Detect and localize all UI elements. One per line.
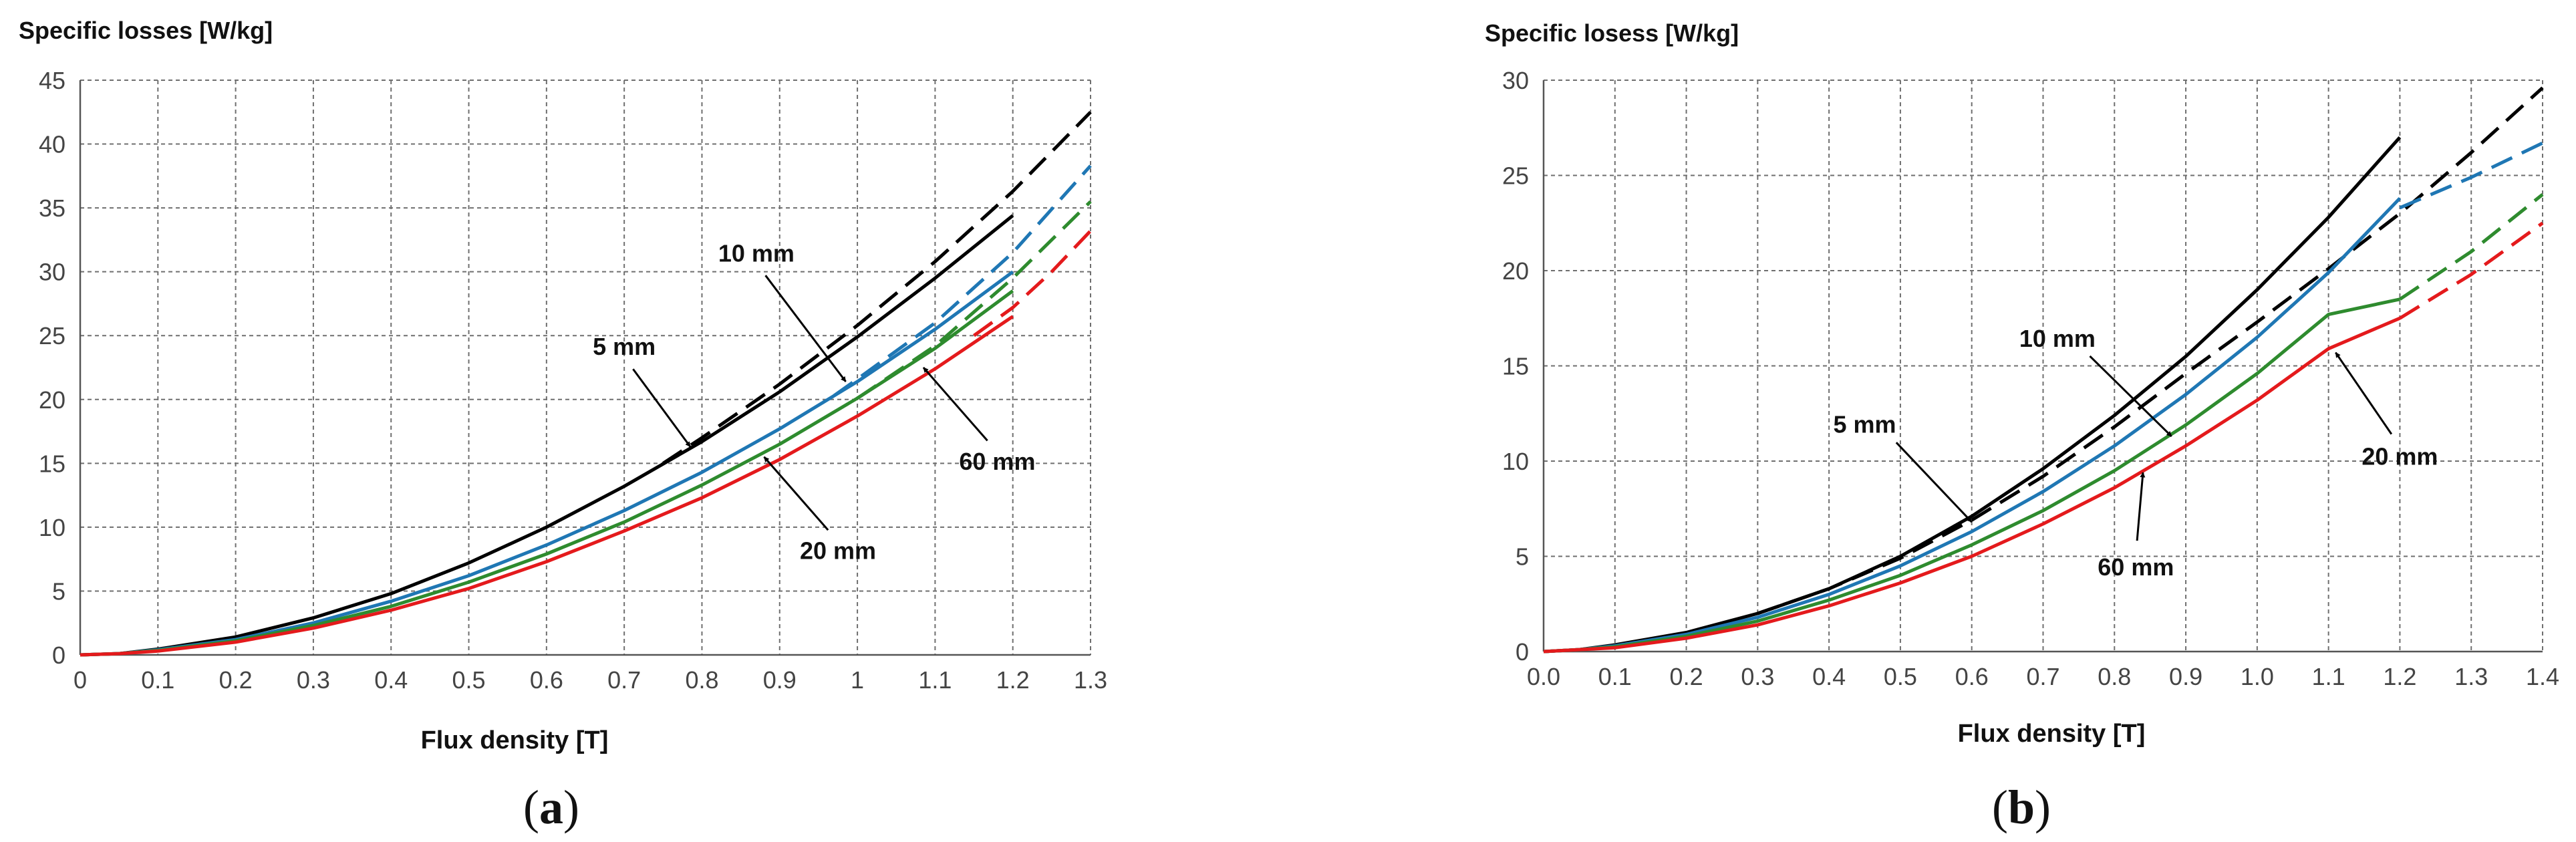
y-tick-label-a: 35 (39, 194, 65, 222)
y-tick-label-b: 25 (1502, 162, 1529, 190)
annotation-label-b: 20 mm (2362, 443, 2438, 470)
x-tick-label-a: 0.5 (452, 666, 486, 694)
series-line-b-6 (1543, 316, 2401, 654)
x-tick-label-b: 0.7 (2026, 663, 2059, 690)
series-line-b-5 (2399, 193, 2544, 301)
annotation-label-a: 5 mm (593, 333, 656, 360)
x-tick-label-b: 0.3 (1741, 663, 1774, 690)
annotation-arrow-b (2089, 355, 2172, 438)
x-tick-label-a: 0.3 (297, 666, 330, 694)
x-tick-label-b: 1.2 (2383, 663, 2416, 690)
series-line-a-5 (856, 200, 1092, 400)
x-tick-label-b: 1.4 (2526, 663, 2559, 690)
series-line-a-3 (833, 164, 1092, 398)
x-axis-label-a: Flux density [T] (421, 726, 609, 754)
x-tick-label-b: 1.1 (2312, 663, 2345, 690)
x-tick-label-a: 1.1 (918, 666, 952, 694)
y-tick-label-a: 20 (39, 386, 65, 414)
x-tick-label-a: 0.4 (374, 666, 408, 694)
x-tick-label-a: 1.3 (1074, 666, 1107, 694)
x-tick-label-a: 0.2 (219, 666, 253, 694)
y-tick-label-a: 15 (39, 450, 65, 477)
tick-labels-b: 0.0 0.1 0.2 0.3 0.4 0.5 0.6 0.7 0.8 0.9 1.0 1.1 1.2 1… (1502, 67, 2559, 690)
series-line-b-7 (2399, 221, 2544, 320)
annotation-arrow-a (922, 367, 988, 442)
annotations-a: 5 mm 10 mm 60 mm 20 mm (593, 239, 1035, 564)
x-axis-label-b: Flux density [T] (1958, 720, 2146, 748)
grid-a (79, 80, 1091, 656)
x-tick-label-b: 0.2 (1670, 663, 1703, 690)
y-tick-label-a: 45 (39, 67, 65, 94)
annotation-label-a: 60 mm (959, 448, 1035, 475)
annotation-label-b: 5 mm (1834, 410, 1896, 438)
y-tick-label-a: 5 (52, 577, 65, 605)
series-lines-a (80, 111, 1092, 657)
annotation-arrow-a (764, 275, 847, 382)
x-tick-label-a: 0.8 (685, 666, 718, 694)
y-tick-label-b: 15 (1502, 353, 1529, 380)
series-line-a-7 (973, 229, 1092, 337)
y-tick-label-b: 0 (1516, 638, 1529, 666)
annotation-label-b: 60 mm (2098, 553, 2174, 581)
caption-a: (a) (523, 781, 579, 834)
series-line-a-6 (80, 315, 1014, 657)
series-line-b-3 (2399, 141, 2544, 210)
y-tick-label-b: 30 (1502, 67, 1529, 94)
y-tick-label-a: 25 (39, 322, 65, 349)
annotation-label-a: 20 mm (800, 537, 876, 565)
x-tick-label-b: 0.4 (1812, 663, 1846, 690)
x-tick-label-b: 0.8 (2098, 663, 2131, 690)
annotation-arrow-b (2335, 352, 2393, 435)
y-axis-label-a: Specific losses [W/kg] (19, 17, 273, 44)
annotation-arrow-a (763, 456, 829, 531)
y-tick-label-b: 10 (1502, 448, 1529, 475)
y-tick-label-b: 5 (1516, 543, 1529, 571)
y-tick-label-b: 20 (1502, 257, 1529, 285)
series-line-b-1 (1757, 86, 2544, 615)
x-tick-label-b: 1.3 (2454, 663, 2488, 690)
caption-letter-a: a (539, 781, 563, 834)
x-tick-label-a: 0.1 (141, 666, 174, 694)
annotation-arrow-b (1895, 442, 1973, 523)
y-tick-label-a: 40 (39, 131, 65, 158)
series-lines-b (1543, 86, 2544, 654)
x-tick-label-b: 0.6 (1955, 663, 1989, 690)
x-tick-label-a: 1 (851, 666, 864, 694)
x-tick-label-a: 0.6 (530, 666, 563, 694)
grid-b (1542, 80, 2543, 653)
caption-letter-b: b (2008, 781, 2035, 834)
x-tick-label-b: 0.5 (1884, 663, 1917, 690)
annotation-label-a: 10 mm (718, 239, 795, 267)
annotation-arrow-b (2136, 472, 2146, 541)
tick-labels-a: 0 0.1 0.2 0.3 0.4 0.5 0.6 0.7 0.8 0.9 1 1.1 1.2 1.3 0 5… (39, 67, 1107, 694)
x-tick-label-a: 0 (74, 666, 87, 694)
x-tick-label-b: 1.0 (2241, 663, 2274, 690)
caption-b: (b) (1992, 781, 2051, 834)
annotation-arrow-a (632, 368, 692, 448)
y-tick-label-a: 0 (52, 642, 65, 669)
x-tick-label-b: 0.1 (1598, 663, 1632, 690)
series-line-a-1 (662, 111, 1092, 465)
x-tick-label-a: 1.2 (996, 666, 1030, 694)
x-tick-label-b: 0.0 (1527, 663, 1560, 690)
y-axis-label-b: Specific losess [W/kg] (1485, 19, 1739, 47)
chart-b: 0.0 0.1 0.2 0.3 0.4 0.5 0.6 0.7 0.8 0.9 1.0 1.1 1.2 1… (1485, 19, 2559, 834)
y-tick-label-a: 30 (39, 259, 65, 286)
x-tick-label-b: 0.9 (2169, 663, 2202, 690)
chart-a: 0 0.1 0.2 0.3 0.4 0.5 0.6 0.7 0.8 0.9 1 1.1 1.2 1.3 0 5… (19, 17, 1107, 834)
x-tick-label-a: 0.7 (607, 666, 641, 694)
x-tick-label-a: 0.9 (763, 666, 797, 694)
y-tick-label-a: 10 (39, 514, 65, 541)
annotations-b: 5 mm 10 mm 20 mm 60 mm (1834, 325, 2438, 581)
annotation-label-b: 10 mm (2019, 325, 2096, 352)
